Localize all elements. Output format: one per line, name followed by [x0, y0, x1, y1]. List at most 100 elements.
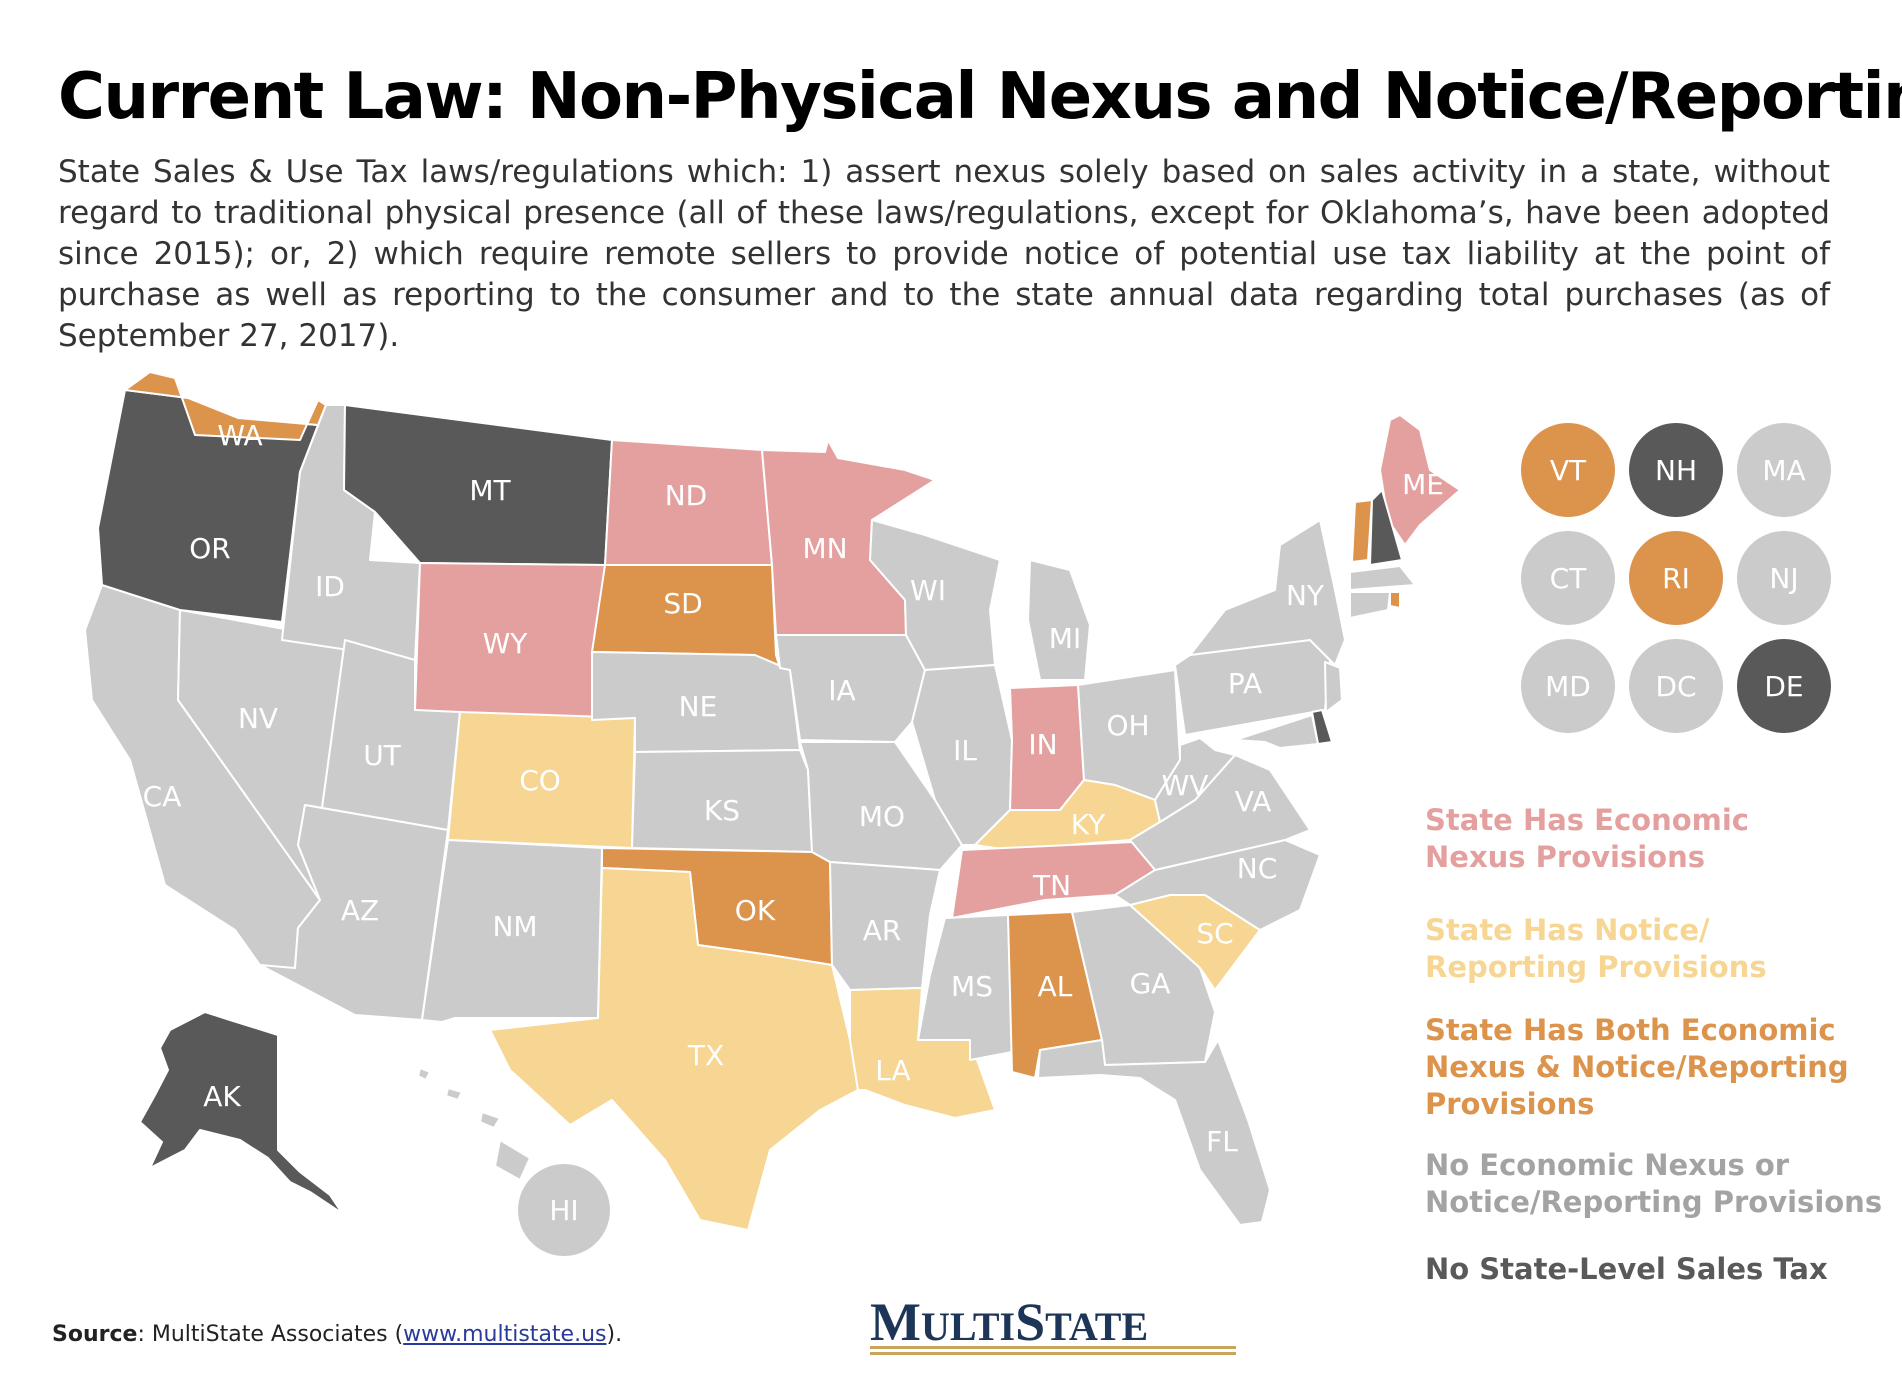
state-CT: [1349, 591, 1391, 619]
state-label-LA: LA: [875, 1054, 910, 1087]
state-label-VA: VA: [1235, 785, 1272, 818]
state-AK[interactable]: [139, 1011, 351, 1226]
state-MA: [1349, 565, 1416, 591]
state-circle-VT[interactable]: VT: [1521, 423, 1615, 517]
state-circle-NJ[interactable]: NJ: [1737, 531, 1831, 625]
state-circle-CT[interactable]: CT: [1521, 531, 1615, 625]
state-label-RI: RI: [1662, 562, 1690, 595]
state-label-UT: UT: [363, 739, 401, 772]
state-label-WA: WA: [217, 419, 262, 452]
state-circle-DE[interactable]: DE: [1737, 639, 1831, 733]
state-label-CA: CA: [143, 780, 182, 813]
page-title: Current Law: Non-Physical Nexus and Noti…: [58, 60, 1902, 134]
legend-label-line: Notice/Reporting Provisions: [1425, 1185, 1883, 1219]
state-label-KY: KY: [1071, 808, 1106, 841]
state-label-SD: SD: [663, 587, 702, 620]
state-label-MO: MO: [859, 800, 905, 833]
state-NJ: [1324, 661, 1343, 713]
legend-label-line: No State-Level Sales Tax: [1425, 1252, 1828, 1286]
state-NY[interactable]: [1189, 519, 1346, 666]
state-label-WY: WY: [483, 627, 529, 660]
state-TX[interactable]: [489, 867, 859, 1231]
state-label-CO: CO: [519, 764, 561, 797]
state-label-ND: ND: [665, 479, 708, 512]
state-label-NH: NH: [1655, 454, 1697, 487]
state-label-MA: MA: [1762, 454, 1805, 487]
state-label-WI: WI: [910, 574, 946, 607]
logo-text: MULTISTATE: [870, 1292, 1148, 1352]
legend-label-line: State Has Economic: [1425, 803, 1749, 837]
legend-label-line: State Has Both Economic: [1425, 1013, 1836, 1047]
state-label-GA: GA: [1130, 967, 1171, 1000]
legend-item: State Has Notice/Reporting Provisions: [1425, 912, 1767, 986]
source-link[interactable]: www.multistate.us: [403, 1322, 607, 1347]
state-label-NE: NE: [679, 690, 718, 723]
state-RI: [1389, 591, 1401, 609]
legend-item: No Economic Nexus or Notice/Reporting Pro…: [1425, 1147, 1882, 1221]
state-MI[interactable]: [1027, 559, 1091, 681]
state-label-NC: NC: [1237, 852, 1278, 885]
state-HI-circle[interactable]: HI: [518, 1164, 610, 1256]
state-label-MT: MT: [469, 474, 511, 507]
state-label-TX: TX: [687, 1039, 724, 1072]
state-label-NM: NM: [492, 910, 537, 943]
state-label-ME: ME: [1402, 468, 1444, 501]
state-label-ID: ID: [315, 570, 345, 603]
state-NH: [1369, 489, 1403, 566]
legend-item: State Has Both Economic Nexus & Notice/Re…: [1425, 1012, 1849, 1123]
state-label-MI: MI: [1049, 622, 1081, 655]
state-label-PA: PA: [1228, 667, 1262, 700]
state-label-MD: MD: [1545, 670, 1591, 703]
state-VT: [1351, 499, 1373, 563]
state-WV[interactable]: [1154, 737, 1236, 823]
source-label: Source: [52, 1322, 138, 1347]
state-label-HI: HI: [549, 1194, 578, 1227]
source-text: : MultiState Associates (: [137, 1322, 404, 1347]
legend-item: No State-Level Sales Tax: [1425, 1251, 1828, 1288]
state-circle-DC[interactable]: DC: [1629, 639, 1723, 733]
state-label-MN: MN: [802, 532, 847, 565]
state-label-AR: AR: [863, 914, 902, 947]
state-label-OK: OK: [735, 894, 776, 927]
state-label-AK: AK: [203, 1080, 241, 1113]
state-label-NY: NY: [1286, 579, 1325, 612]
multistate-logo: MULTISTATE: [870, 1292, 1236, 1355]
state-label-TN: TN: [1032, 869, 1071, 902]
state-label-AL: AL: [1038, 970, 1073, 1003]
description: State Sales & Use Tax laws/regulations w…: [58, 154, 1830, 354]
legend-label-line: No Economic Nexus or: [1425, 1148, 1790, 1182]
legend-label-line: State Has Notice/: [1425, 913, 1710, 947]
state-label-OH: OH: [1106, 709, 1149, 742]
state-label-MS: MS: [951, 970, 993, 1003]
state-label-VT: VT: [1550, 454, 1587, 487]
state-label-KS: KS: [704, 794, 740, 827]
state-label-DC: DC: [1655, 670, 1696, 703]
source-line: Source: MultiState Associates (www.multi…: [52, 1322, 622, 1347]
legend-item: State Has Economic Nexus Provisions: [1425, 802, 1749, 876]
state-label-OR: OR: [189, 532, 231, 565]
legend-label-line: Nexus Provisions: [1425, 840, 1706, 874]
state-circle-RI[interactable]: RI: [1629, 531, 1723, 625]
state-circle-MA[interactable]: MA: [1737, 423, 1831, 517]
state-LA[interactable]: [849, 987, 996, 1119]
state-circle-NH[interactable]: NH: [1629, 423, 1723, 517]
state-circle-MD[interactable]: MD: [1521, 639, 1615, 733]
state-label-DE: DE: [1764, 670, 1803, 703]
state-label-FL: FL: [1206, 1125, 1238, 1158]
state-HI[interactable]: [417, 1067, 531, 1181]
legend-label-line: Reporting Provisions: [1425, 950, 1767, 984]
state-label-CT: CT: [1550, 562, 1588, 595]
legend-label-line: Nexus & Notice/Reporting: [1425, 1050, 1849, 1084]
source-end: ).: [606, 1322, 623, 1347]
legend-label-line: Provisions: [1425, 1087, 1595, 1121]
state-label-NV: NV: [238, 702, 278, 735]
state-label-NJ: NJ: [1769, 562, 1798, 595]
state-label-IL: IL: [953, 734, 977, 767]
state-label-WV: WV: [1162, 769, 1209, 802]
state-label-IN: IN: [1028, 728, 1057, 761]
state-FL[interactable]: [1037, 1039, 1271, 1226]
state-label-SC: SC: [1196, 917, 1233, 950]
state-MD: [1234, 714, 1319, 749]
state-label-AZ: AZ: [341, 894, 379, 927]
